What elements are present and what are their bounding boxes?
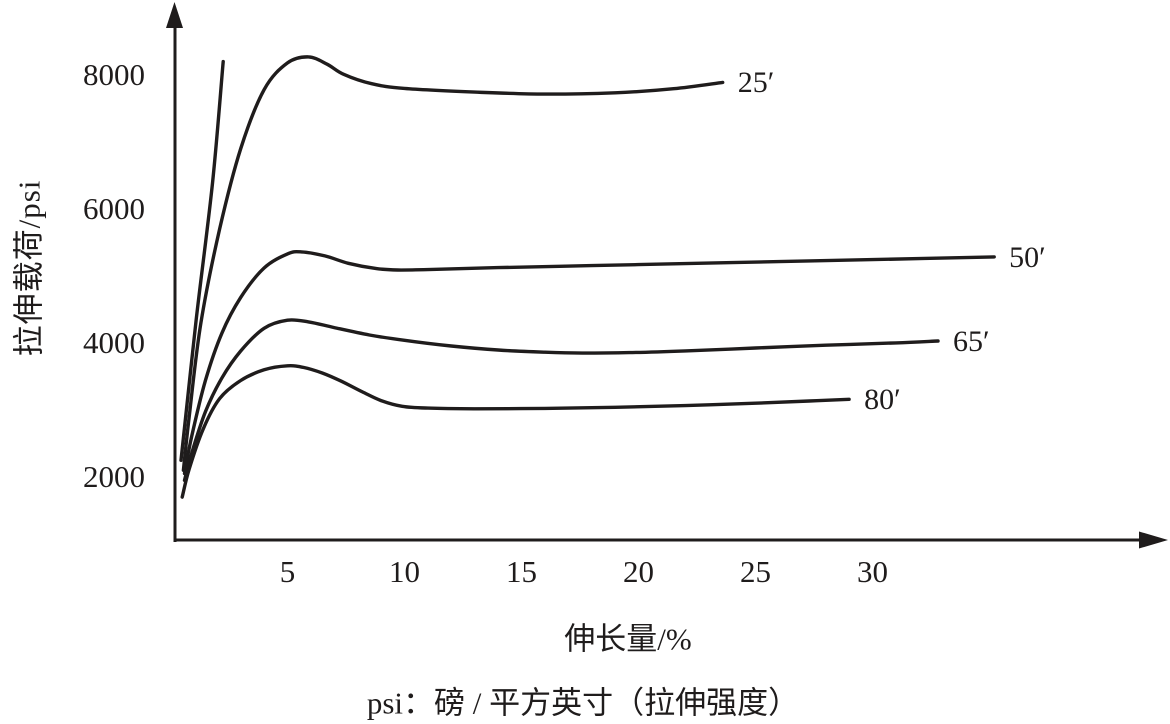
curve-cure-80min [180,364,851,499]
x-tick-label-25: 25 [740,554,771,589]
curve-cure-25min [181,55,725,472]
y-tick-label-2000: 2000 [83,459,145,494]
curve-cure-65min [182,318,940,483]
curve-label-cure-50min: 50′ [1009,240,1046,274]
y-tick-label-8000: 8000 [83,57,145,92]
y-tick-label-6000: 6000 [83,191,145,226]
curve-group [179,55,996,499]
y-axis-arrow-icon [166,2,183,28]
y-tick-label-4000: 4000 [83,325,145,360]
x-tick-label-15: 15 [506,554,537,589]
curve-cure-50min [182,249,996,476]
curve-label-cure-80min: 80′ [864,383,901,417]
curve-label-cure-25min: 25′ [737,66,775,100]
curve-label-cure-65min: 65′ [953,324,990,358]
y-axis-title: 拉伸载荷/psi [11,179,47,357]
figure-caption: psi：磅 / 平方英寸（拉伸强度） [366,685,800,721]
curve-initial-steep-line [179,59,225,462]
x-tick-label-10: 10 [389,554,420,589]
x-tick-label-30: 30 [857,554,888,589]
x-tick-label-5: 5 [279,554,296,589]
x-tick-label-20: 20 [623,554,654,589]
x-axis-title: 伸长量/% [564,621,692,657]
x-axis-arrow-icon [1139,531,1168,549]
